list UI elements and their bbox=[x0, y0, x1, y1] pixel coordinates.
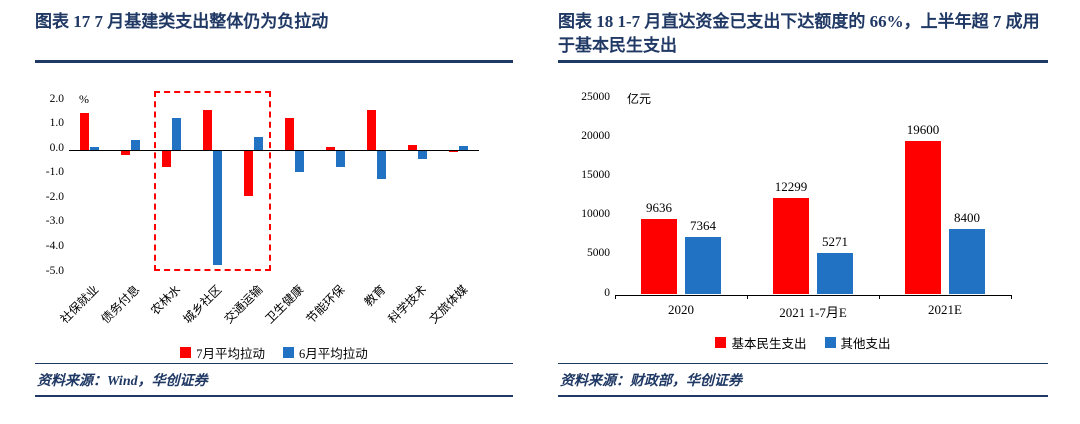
y-axis-tick-label: -2.0 bbox=[45, 190, 64, 203]
legend-label: 7月平均拉动 bbox=[196, 346, 265, 361]
category-label: 2021E bbox=[928, 301, 962, 317]
chart-legend: 7月平均拉动 6月平均拉动 bbox=[35, 343, 513, 362]
title-divider bbox=[558, 60, 1048, 63]
x-axis-tick bbox=[615, 294, 616, 299]
x-axis-line bbox=[69, 149, 479, 151]
y-axis-tick-label: 0.0 bbox=[49, 141, 64, 154]
chart-legend: 基本民生支出 其他支出 bbox=[558, 333, 1048, 352]
bar-value-label: 5271 bbox=[822, 234, 848, 250]
bar-series-1 bbox=[285, 117, 294, 150]
bar-series-1 bbox=[80, 112, 89, 150]
highlight-dashed-box bbox=[154, 90, 271, 271]
legend-swatch bbox=[715, 336, 727, 348]
bottom-divider bbox=[558, 395, 1048, 397]
y-axis-tick-label: -3.0 bbox=[45, 215, 64, 228]
bar-series-2 bbox=[131, 139, 140, 150]
bar-series-1 bbox=[408, 144, 417, 150]
bar-series-1 bbox=[244, 149, 253, 197]
legend-swatch bbox=[180, 346, 192, 358]
legend-label: 基本民生支出 bbox=[731, 336, 807, 351]
x-axis-tick bbox=[747, 294, 748, 299]
y-axis-tick-label: -5.0 bbox=[45, 264, 64, 277]
y-axis-tick-label: -1.0 bbox=[45, 166, 64, 179]
bar-series-2 bbox=[459, 145, 468, 150]
bar-series-1 bbox=[121, 149, 130, 155]
x-axis-tick bbox=[879, 294, 880, 299]
bar-value-label: 7364 bbox=[690, 217, 716, 233]
bar-series-1 bbox=[367, 110, 376, 150]
bar-series-1 bbox=[773, 198, 809, 295]
bar-series-2 bbox=[685, 236, 721, 295]
bar-series-2 bbox=[295, 149, 304, 172]
y-axis-tick-label: 1.0 bbox=[49, 117, 64, 130]
bar-value-label: 12299 bbox=[774, 179, 808, 195]
axis-unit-label: 亿元 bbox=[627, 91, 652, 106]
x-axis-line bbox=[615, 294, 1011, 296]
legend-item: 7月平均拉动 bbox=[180, 343, 265, 362]
figure-17-title: 图表 17 7 月基建类支出整体仍为负拉动 bbox=[35, 12, 329, 31]
figure-18-source: 资料来源：财政部，华创证券 bbox=[560, 374, 742, 389]
source-divider bbox=[35, 362, 513, 364]
x-axis-tick bbox=[1011, 294, 1012, 299]
bar-series-2 bbox=[336, 149, 345, 167]
category-label: 2021 1-7月E bbox=[779, 304, 847, 320]
figure-18-chart: 25000 20000 15000 10000 5000 0 亿元 9636 12299 1960… bbox=[558, 63, 1048, 363]
bar-series-1 bbox=[905, 140, 941, 295]
legend-label: 其他支出 bbox=[840, 336, 891, 351]
legend-swatch bbox=[824, 336, 836, 348]
y-axis-tick-label: 0 bbox=[604, 286, 610, 299]
figure-17-source: 资料来源：Wind，华创证券 bbox=[37, 374, 208, 389]
y-axis-tick-label: 15000 bbox=[581, 168, 610, 181]
y-axis-tick-label: 5000 bbox=[587, 247, 610, 260]
bar-series-1 bbox=[641, 218, 677, 295]
bar-series-1 bbox=[162, 149, 171, 167]
y-axis-tick-label: 20000 bbox=[581, 129, 610, 142]
legend-item: 其他支出 bbox=[824, 333, 891, 352]
bar-series-2 bbox=[949, 228, 985, 295]
figure-18-title: 图表 18 1-7 月直达资金已支出下达额度的 66%，上半年超 7 成用于基本… bbox=[558, 12, 1040, 55]
bar-series-2 bbox=[213, 149, 222, 266]
bar-series-2 bbox=[418, 149, 427, 160]
axis-unit-label: % bbox=[79, 91, 89, 106]
bar-value-label: 8400 bbox=[954, 209, 980, 225]
bar-series-2 bbox=[377, 149, 386, 180]
category-label: 2020 bbox=[668, 301, 694, 317]
bar-series-1 bbox=[326, 147, 335, 150]
y-axis-tick-label: 2.0 bbox=[49, 92, 64, 105]
y-axis-tick-label: 25000 bbox=[581, 90, 610, 103]
legend-label: 6月平均拉动 bbox=[299, 346, 368, 361]
figure-17-panel: 图表 17 7 月基建类支出整体仍为负拉动 2.0 1.0 0.0 -1.0 -2.0 -… bbox=[35, 0, 513, 397]
bar-series-1 bbox=[449, 149, 458, 153]
legend-item: 6月平均拉动 bbox=[283, 343, 368, 362]
title-divider bbox=[35, 60, 513, 63]
bar-series-2 bbox=[172, 117, 181, 150]
legend-swatch bbox=[283, 346, 294, 358]
figure-18-panel: 图表 18 1-7 月直达资金已支出下达额度的 66%，上半年超 7 成用于基本… bbox=[558, 0, 1048, 397]
bar-series-2 bbox=[90, 147, 99, 150]
figure-17-chart: 2.0 1.0 0.0 -1.0 -2.0 -3.0 -4.0 -5.0% 社保就业 债务付息 农林… bbox=[35, 63, 513, 363]
bar-value-label: 9636 bbox=[646, 199, 672, 215]
bar-series-2 bbox=[254, 137, 263, 150]
bar-series-2 bbox=[817, 253, 853, 295]
bar-series-1 bbox=[203, 110, 212, 150]
bottom-divider bbox=[35, 395, 513, 397]
source-divider bbox=[558, 362, 1048, 364]
y-axis-tick-label: 10000 bbox=[581, 208, 610, 221]
bar-value-label: 19600 bbox=[906, 121, 940, 137]
y-axis-tick-label: -4.0 bbox=[45, 239, 64, 252]
legend-item: 基本民生支出 bbox=[715, 333, 807, 352]
